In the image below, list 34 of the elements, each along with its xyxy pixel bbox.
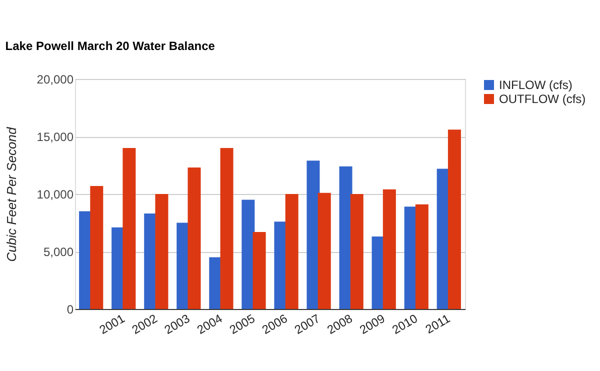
x-tick-label: 2001 (97, 311, 128, 337)
bar (285, 194, 298, 309)
bar (122, 148, 136, 309)
x-tick-label: 2008 (324, 311, 356, 337)
chart-title: Lake Powell March 20 Water Balance (5, 39, 216, 53)
bar (318, 192, 331, 309)
legend-label: OUTFLOW (cfs) (499, 92, 586, 106)
bar (90, 186, 104, 309)
x-tick-label: 2006 (260, 311, 290, 337)
bar (155, 194, 168, 309)
bar (448, 130, 461, 309)
y-tick-label: 10,000 (36, 188, 74, 202)
bar (415, 204, 428, 309)
bar (252, 232, 266, 309)
x-tick-label: 2003 (162, 311, 192, 337)
x-tick-label: 2002 (130, 311, 160, 337)
bar (306, 160, 320, 309)
y-tick-label: 20,000 (36, 72, 74, 86)
x-tick-label: 2004 (194, 311, 225, 337)
bar (220, 148, 234, 309)
x-tick-label: 2009 (357, 311, 388, 337)
x-tick-label: 2011 (423, 311, 453, 336)
bar (188, 168, 201, 309)
y-axis-title: Cubic Feet Per Second (4, 126, 19, 262)
bar (350, 194, 364, 309)
bar (382, 189, 396, 309)
legend-label: INFLOW (cfs) (499, 78, 572, 92)
x-tick-label: 2007 (292, 311, 323, 337)
x-tick-label: 2010 (390, 311, 420, 337)
y-tick-label: 0 (66, 302, 74, 316)
bar (242, 200, 255, 309)
y-tick-label: 15,000 (36, 130, 74, 144)
x-tick-label: 2005 (227, 311, 258, 337)
y-tick-label: 5,000 (43, 245, 74, 259)
